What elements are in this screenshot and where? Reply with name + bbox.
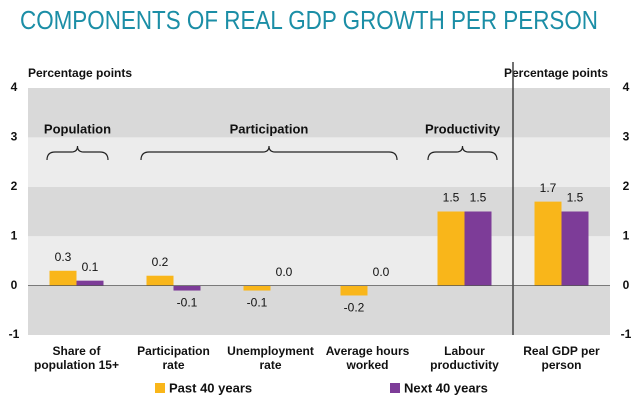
brace — [140, 145, 398, 161]
y2-tick-label: 0 — [623, 278, 630, 292]
x-tick-label: Share of population 15+ — [33, 344, 119, 372]
bar — [173, 285, 201, 291]
value-label: 1.5 — [567, 191, 584, 205]
y-axis-label: Percentage points — [28, 66, 132, 80]
group-label: Participation — [230, 121, 309, 136]
y2-tick-label: 2 — [623, 179, 630, 193]
x-tick-label: Participation rate — [137, 344, 210, 372]
bar — [49, 270, 77, 286]
x-tick-label: Average hours worked — [325, 344, 410, 372]
value-label: 0.0 — [276, 265, 293, 279]
value-label: -0.2 — [344, 301, 365, 315]
value-label: 0.3 — [55, 250, 72, 264]
legend-swatch — [390, 383, 400, 393]
y-tick-label: -1 — [9, 327, 20, 341]
value-label: -0.1 — [247, 296, 268, 310]
y2-axis-label: Percentage points — [504, 66, 608, 80]
grid-band — [28, 137, 610, 187]
y-tick-label: 1 — [11, 228, 18, 242]
y2-tick-label: 3 — [623, 130, 630, 144]
y2-tick-label: 4 — [623, 80, 630, 94]
grid-band — [28, 236, 610, 286]
chart-title: COMPONENTS OF REAL GDP GROWTH PER PERSON — [20, 5, 598, 35]
bar — [464, 211, 492, 286]
value-label: 1.7 — [540, 181, 557, 195]
bar — [561, 211, 589, 286]
legend-swatch — [155, 383, 165, 393]
value-label: 1.5 — [470, 191, 487, 205]
grid-band — [28, 186, 610, 237]
legend-label: Next 40 years — [404, 380, 488, 395]
group-label: Population — [44, 121, 111, 136]
brace — [46, 145, 109, 161]
y-tick-label: 0 — [11, 278, 18, 292]
grid-band — [28, 88, 610, 138]
bar — [243, 285, 271, 291]
y2-tick-label: -1 — [621, 327, 632, 341]
legend-label: Past 40 years — [169, 380, 252, 395]
value-label: 0.2 — [152, 255, 169, 269]
brace — [427, 145, 498, 161]
bar — [76, 280, 104, 286]
y-tick-label: 3 — [11, 130, 18, 144]
value-label: 0.0 — [373, 265, 390, 279]
bar — [340, 285, 368, 296]
x-tick-label: Real GDP per person — [523, 344, 600, 372]
x-tick-label: Labour productivity — [430, 344, 499, 372]
bar — [437, 211, 465, 286]
y2-tick-label: 1 — [623, 228, 630, 242]
value-label: 1.5 — [443, 191, 460, 205]
y-tick-label: 4 — [11, 80, 18, 94]
value-label: 0.1 — [82, 260, 99, 274]
value-label: -0.1 — [177, 296, 198, 310]
bar — [146, 275, 174, 286]
grid-band — [28, 285, 610, 335]
y-tick-label: 2 — [11, 179, 18, 193]
group-label: Productivity — [425, 121, 501, 136]
x-tick-label: Unemployment rate — [227, 344, 314, 372]
bar — [534, 201, 562, 286]
